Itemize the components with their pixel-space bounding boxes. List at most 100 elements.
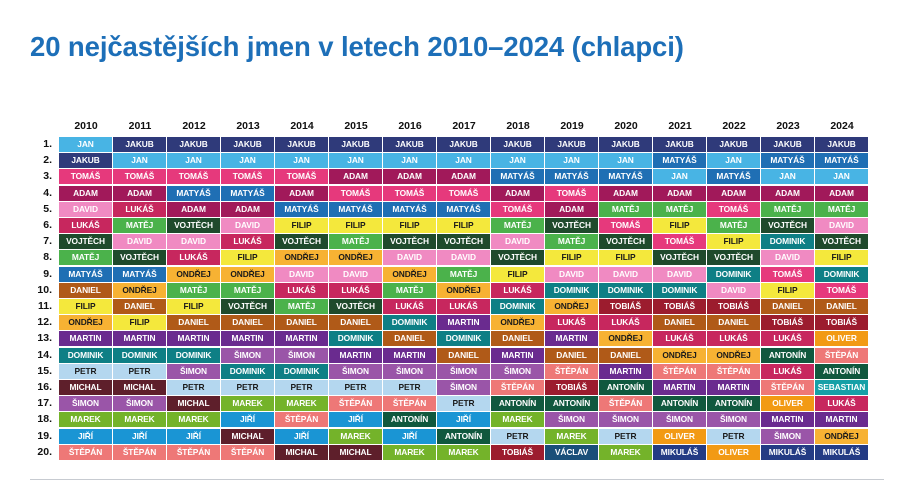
name-cell: MARTIN (815, 412, 868, 428)
name-cell: PETR (383, 380, 436, 395)
name-cell: VOJTĚCH (653, 250, 706, 266)
rank-label: 1. (43, 138, 52, 150)
name-cell: MATĚJ (815, 201, 868, 217)
name-cell: JAKUB (761, 137, 814, 152)
name-cell: MARTIN (59, 331, 112, 347)
name-cell: LUKÁŠ (221, 234, 274, 250)
name-cell: ŠIMON (113, 396, 166, 412)
name-cell: ONDŘEJ (653, 347, 706, 363)
name-cell: ADAM (113, 185, 166, 201)
name-cell: VOJTĚCH (383, 234, 436, 250)
name-cell: LUKÁŠ (653, 331, 706, 347)
name-cell: ADAM (815, 185, 868, 201)
name-cell: ŠIMON (59, 396, 112, 412)
name-cell: MICHAL (167, 396, 220, 412)
name-cell: MATĚJ (653, 201, 706, 217)
name-cell: VOJTĚCH (491, 250, 544, 266)
name-cell: VOJTĚCH (437, 234, 490, 250)
name-cell: JAKUB (599, 137, 652, 152)
name-cell: ŠTĚPÁN (329, 396, 382, 412)
name-cell: ŠIMON (329, 363, 382, 379)
name-cell: DANIEL (761, 299, 814, 314)
name-cell: TOMÁŠ (545, 185, 598, 201)
name-cell: ONDŘEJ (221, 266, 274, 282)
name-cell: DANIEL (113, 299, 166, 314)
name-cell: JAN (653, 169, 706, 185)
name-cell: MAREK (599, 444, 652, 460)
name-cell: JAKUB (329, 137, 382, 152)
name-cell: MATYÁŠ (815, 153, 868, 169)
name-cell: FILIP (653, 218, 706, 233)
name-cell: SEBASTIAN (815, 380, 868, 395)
name-cell: JIŘÍ (437, 412, 490, 428)
year-header-2017: 2017 (452, 120, 476, 132)
name-cell: JAN (383, 153, 436, 169)
rank-label: 17. (37, 397, 52, 410)
name-cell: DANIEL (221, 315, 274, 331)
name-cell: DANIEL (59, 282, 112, 298)
name-cell: ADAM (59, 185, 112, 201)
name-cell: MARTIN (545, 331, 598, 347)
name-cell: JAKUB (437, 137, 490, 152)
name-cell: TOMÁŠ (113, 169, 166, 185)
name-cell: VOJTĚCH (815, 234, 868, 250)
name-cell: MATĚJ (761, 201, 814, 217)
name-cell: MATYÁŠ (653, 153, 706, 169)
name-cell: FILIP (329, 218, 382, 233)
year-header-2016: 2016 (398, 120, 422, 132)
name-cell: ANTONÍN (545, 396, 598, 412)
name-cell: FILIP (491, 266, 544, 282)
name-cell: DAVID (815, 218, 868, 233)
name-cell: DANIEL (491, 331, 544, 347)
name-cell: TOBIÁŠ (761, 315, 814, 331)
year-header-2012: 2012 (182, 120, 206, 132)
name-cell: ONDŘEJ (599, 331, 652, 347)
name-cell: JAKUB (653, 137, 706, 152)
name-cell: MARTIN (437, 315, 490, 331)
name-cell: PETR (599, 428, 652, 444)
name-cell: VOJTĚCH (113, 250, 166, 266)
name-cell: MATĚJ (113, 218, 166, 233)
name-cell: MATYÁŠ (383, 201, 436, 217)
name-cell: ŠIMON (491, 363, 544, 379)
name-cell: LUKÁŠ (599, 315, 652, 331)
name-cell: JAKUB (707, 137, 760, 152)
name-cell: MATYÁŠ (275, 201, 328, 217)
name-cell: DOMINIK (59, 347, 112, 363)
rank-label: 3. (43, 170, 52, 183)
name-ranking-grid: JAN JAKUB JAKUB JAKUB JAKUB JAKUB JAKUB JAKUB JA… (59, 137, 869, 461)
rank-label: 8. (43, 251, 52, 264)
name-cell: MICHAL (59, 380, 112, 395)
name-cell: JAN (113, 153, 166, 169)
name-cell: MATYÁŠ (545, 169, 598, 185)
name-cell: FILIP (59, 299, 112, 314)
name-cell: MATYÁŠ (167, 185, 220, 201)
name-cell: DOMINIK (221, 363, 274, 379)
name-cell: ŠTĚPÁN (221, 444, 274, 460)
year-header-row: 2010 2011 2012 2013 2014 2015 2016 2017 2018 2019… (59, 120, 869, 136)
name-cell: ŠTĚPÁN (599, 396, 652, 412)
name-cell: PETR (437, 396, 490, 412)
name-cell: ADAM (653, 185, 706, 201)
name-cell: MATYÁŠ (221, 185, 274, 201)
name-cell: JAN (437, 153, 490, 169)
name-cell: ADAM (707, 185, 760, 201)
name-cell: MATYÁŠ (599, 169, 652, 185)
name-cell: ADAM (221, 201, 274, 217)
name-cell: LUKÁŠ (383, 299, 436, 314)
name-cell: ADAM (275, 185, 328, 201)
rank-label: 15. (37, 364, 52, 377)
rank-label: 12. (37, 316, 52, 329)
name-cell: MARTIN (707, 380, 760, 395)
name-cell: DAVID (59, 201, 112, 217)
name-cell: ŠIMON (707, 412, 760, 428)
name-cell: MATĚJ (545, 234, 598, 250)
name-cell: ŠIMON (545, 412, 598, 428)
name-cell: JAKUB (221, 137, 274, 152)
name-cell: ŠIMON (599, 412, 652, 428)
year-header-2018: 2018 (506, 120, 530, 132)
name-cell: DAVID (167, 234, 220, 250)
name-cell: FILIP (437, 218, 490, 233)
name-cell: TOMÁŠ (275, 169, 328, 185)
name-cell: JAKUB (59, 153, 112, 169)
